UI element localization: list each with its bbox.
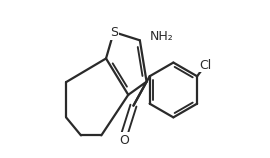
Text: O: O <box>119 134 129 147</box>
Text: Cl: Cl <box>200 59 212 72</box>
Text: NH₂: NH₂ <box>150 30 174 43</box>
Text: S: S <box>110 25 118 39</box>
